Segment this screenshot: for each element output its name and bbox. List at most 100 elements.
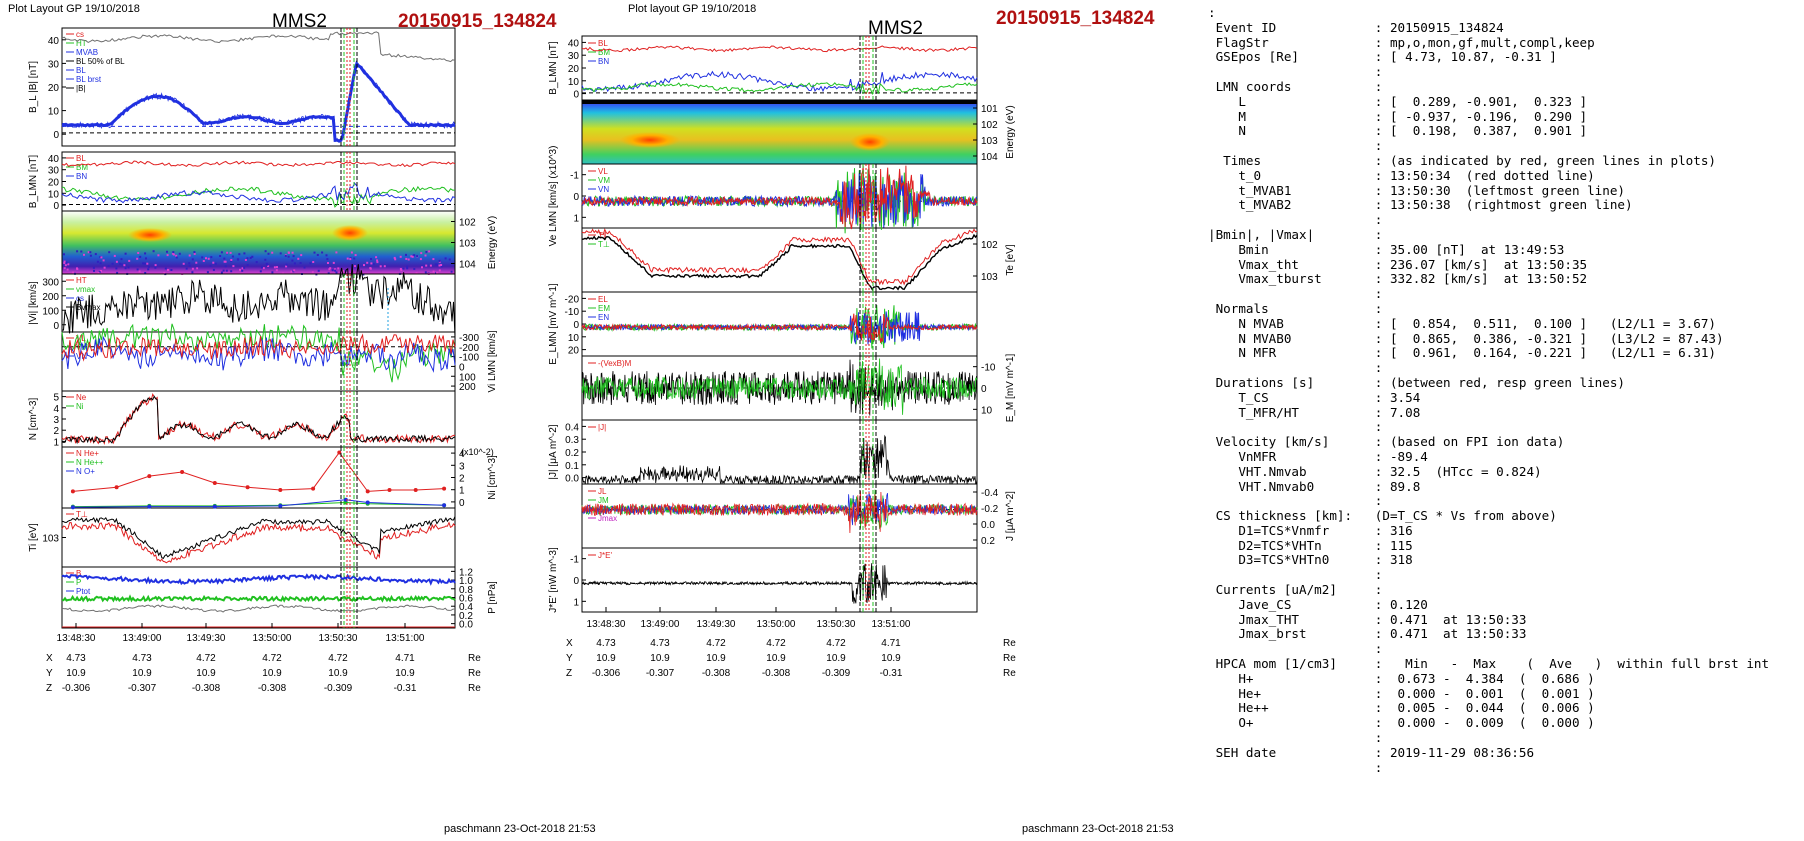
right-panel-y-tick: 40 — [568, 38, 580, 49]
spectrogram-speck — [124, 263, 127, 266]
spectrogram-speck — [421, 266, 423, 269]
ion-density-line — [72, 451, 445, 492]
jn-line — [581, 491, 978, 534]
legend-entry: cs — [76, 294, 84, 303]
spectrogram-speck — [87, 251, 90, 254]
right-panel-ylabel: Te [eV] — [1005, 244, 1016, 275]
spectrogram-speck — [72, 271, 75, 274]
right-panel-ylabel: |J| [μA m^-2] — [548, 424, 559, 479]
left-panel-3: 104 103 102 Energy (eV) — [61, 210, 498, 276]
position-value: 4.72 — [826, 638, 846, 649]
position-value: 10.9 — [881, 653, 901, 664]
x-tick-label: 13:49:00 — [123, 633, 162, 644]
vi-magnitude-line — [61, 264, 456, 338]
left-panel-y-tick: 1 — [53, 437, 59, 448]
en-line — [581, 313, 978, 343]
position-value: -0.307 — [128, 683, 157, 694]
spectrogram-speck — [267, 252, 270, 255]
spectrogram-speck — [353, 257, 356, 260]
position-value: 4.73 — [596, 638, 616, 649]
spectrogram-speck — [239, 268, 241, 271]
right-panel-y-tick: -1 — [570, 555, 579, 566]
p-line — [61, 604, 455, 613]
spectrogram-speck — [428, 250, 431, 253]
spectrogram-speck — [370, 262, 373, 265]
right-panel-y-tick: -20 — [565, 294, 580, 305]
left-panel-y-tick: 0.2 — [459, 611, 473, 622]
spectrogram-speck — [146, 262, 149, 265]
position-value: 10.9 — [132, 668, 152, 679]
spectrogram-speck — [76, 250, 79, 253]
legend-entry: BL — [76, 66, 86, 75]
spectrogram-speck — [434, 263, 437, 266]
left-panel-y-tick: 0.6 — [459, 594, 473, 605]
spectrogram-speck — [259, 270, 262, 273]
position-value: 4.72 — [196, 653, 216, 664]
spectrogram-speck — [144, 252, 147, 255]
left-panel-y-tick: 104 — [459, 260, 476, 271]
spectrogram-speck — [142, 262, 145, 265]
left-panel-y-tick: 0 — [459, 362, 465, 373]
spectrogram-speck — [366, 261, 369, 264]
left-x-axis: 13:48:30 13:49:00 13:49:30 13:50:00 13:50:30… — [57, 623, 425, 644]
legend-entry: |B| — [76, 84, 86, 93]
spectrogram-speck — [297, 257, 300, 260]
spectrogram-speck — [369, 267, 372, 270]
spectrogram-speck — [440, 265, 443, 268]
spectrogram-speck — [193, 252, 196, 255]
info-line: : — [1208, 5, 1216, 20]
bl-line — [61, 160, 456, 168]
left-panel-frame — [61, 446, 456, 509]
position-row-label: Z — [566, 668, 572, 679]
info-line: : — [1208, 286, 1383, 302]
spectrogram-speck — [420, 252, 423, 255]
bl-line — [581, 45, 978, 53]
ion-density-point — [180, 470, 185, 474]
info-line: M : [ -0.937, -0.196, 0.290 ] — [1208, 108, 1588, 124]
left-panel-frame — [61, 151, 456, 212]
spectrogram-speck — [175, 254, 178, 257]
left-panel-ylabel: B_LMN [nT] — [28, 155, 39, 209]
legend-entry: MVAB — [76, 48, 98, 57]
spectrogram-speck — [243, 266, 246, 269]
spectrogram-speck — [243, 252, 246, 255]
spectrogram-speck — [424, 271, 427, 274]
left-position-table: X 4.73 4.73 4.72 4.72 4.72 4.71 Re Y 10.9 10.9 10.9… — [46, 653, 481, 694]
info-line: Bmin : 35.00 [nT] at 13:49:53 — [1208, 241, 1565, 257]
position-unit: Re — [1003, 638, 1016, 649]
info-line: Vmax_tht : 236.07 [km/s] at 13:50:35 — [1208, 256, 1588, 272]
left-series-minor-ions — [70, 447, 447, 510]
spectrogram-speck — [83, 253, 85, 256]
info-line: D1=TCS*Vnmfr : 316 — [1208, 522, 1413, 538]
spectrogram-speck — [432, 258, 435, 261]
spectrogram-speck — [363, 264, 365, 267]
spectrogram-speck — [241, 267, 244, 270]
spectrogram-speck — [419, 258, 422, 261]
spectrogram-speck — [438, 264, 441, 267]
legend-entry: BL 50% of BL — [76, 57, 125, 66]
spectrogram-speck — [375, 256, 378, 259]
spectrogram-speck — [182, 262, 185, 265]
legend-entry: -(VexB)M — [598, 359, 632, 368]
spectrogram-speck — [188, 262, 191, 265]
info-line: T_CS : 3.54 — [1208, 389, 1421, 405]
right-panel-y-tick: 0 — [981, 384, 987, 395]
spectrogram-speck — [287, 255, 290, 258]
spectrogram-speck — [372, 263, 375, 266]
vl-line — [61, 335, 456, 373]
left-panel-y-tick: 4 — [53, 404, 59, 415]
spectrogram-speck — [267, 265, 270, 267]
legend-entry: N O+ — [76, 467, 95, 476]
left-panel-y-tick: 1.2 — [459, 567, 473, 578]
left-panel-y-tick: -200 — [459, 343, 479, 354]
left-panel-y-tick: 20 — [48, 83, 60, 94]
spectrogram-speck — [139, 255, 142, 258]
spectrogram-speck — [193, 251, 196, 254]
spectrogram-speck — [309, 262, 312, 265]
position-value: -0.306 — [62, 683, 91, 694]
spectrogram-speck — [405, 253, 407, 256]
ion-density-point — [442, 503, 447, 508]
right-panel-y-tick: 103 — [981, 136, 998, 147]
spectrogram-speck — [424, 254, 427, 257]
